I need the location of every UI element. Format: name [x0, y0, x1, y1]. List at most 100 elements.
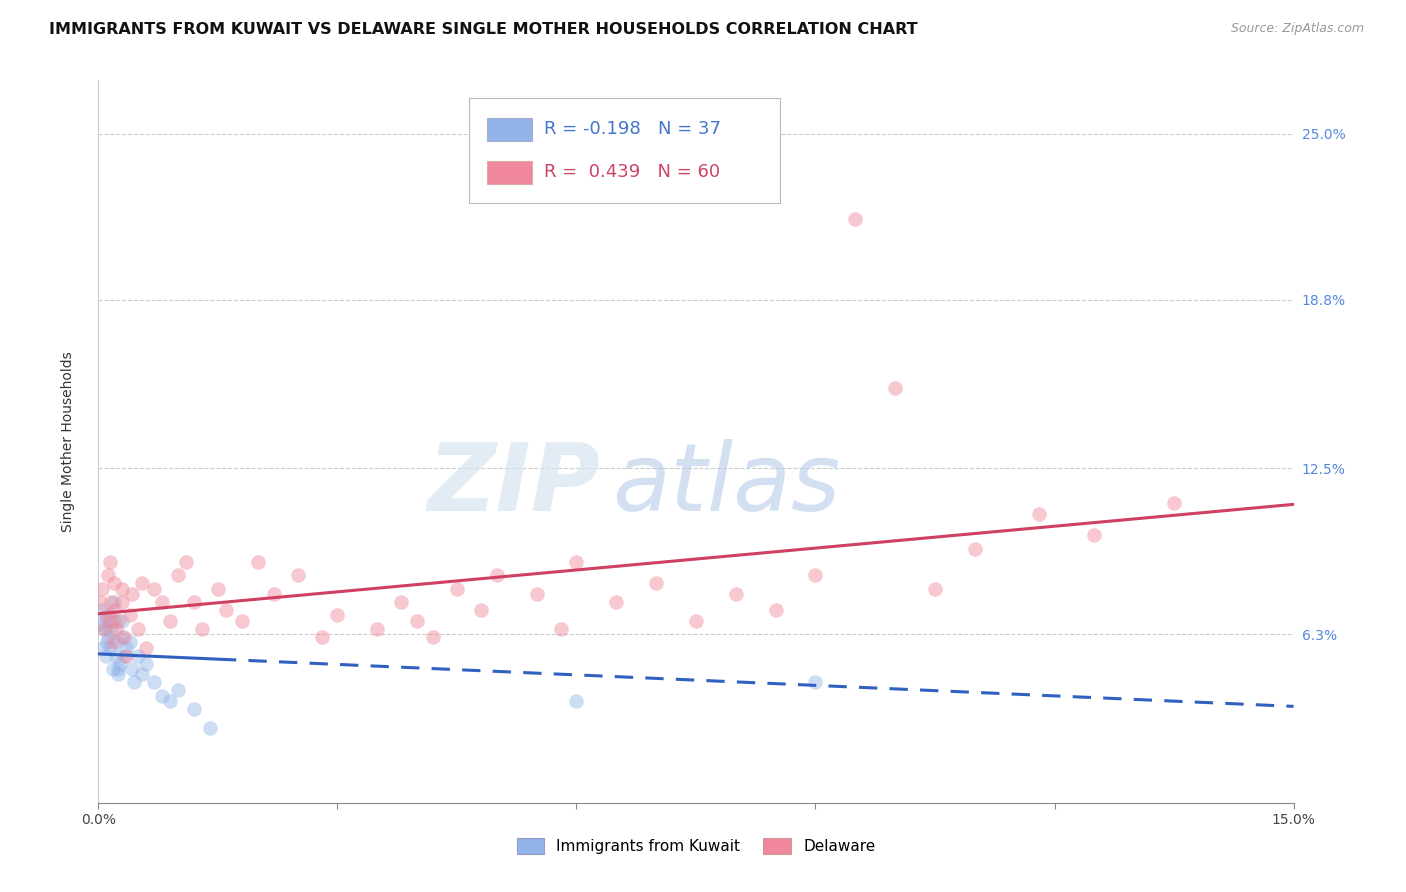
Point — [159, 694, 181, 708]
Point — [804, 568, 827, 582]
Point — [103, 576, 125, 591]
Point — [150, 595, 173, 609]
Point — [446, 582, 468, 596]
FancyBboxPatch shape — [486, 161, 531, 184]
Point — [103, 595, 125, 609]
Point — [100, 595, 122, 609]
Point — [98, 555, 122, 569]
Y-axis label: Single Mother Households: Single Mother Households — [60, 351, 75, 532]
Point — [97, 630, 120, 644]
Point — [183, 595, 205, 609]
Point — [93, 622, 115, 636]
Point — [143, 582, 166, 596]
Point — [107, 667, 129, 681]
Point — [159, 614, 181, 628]
Point — [131, 576, 153, 591]
Point — [89, 595, 111, 609]
Point — [150, 689, 173, 703]
Point — [198, 721, 221, 735]
Point — [167, 683, 190, 698]
Point — [89, 616, 111, 631]
Point — [1083, 528, 1105, 542]
Point — [143, 675, 166, 690]
Point — [105, 635, 128, 649]
Point — [422, 630, 444, 644]
Point — [111, 595, 134, 609]
Point — [884, 381, 907, 395]
Point — [94, 648, 117, 663]
Point — [963, 541, 986, 556]
Point — [96, 614, 118, 628]
Point — [215, 603, 238, 617]
Point — [96, 635, 118, 649]
Point — [645, 576, 668, 591]
Point — [174, 555, 197, 569]
Point — [135, 657, 157, 671]
Point — [207, 582, 229, 596]
FancyBboxPatch shape — [470, 98, 780, 203]
Point — [91, 640, 114, 655]
Point — [685, 614, 707, 628]
Point — [565, 555, 588, 569]
Point — [263, 587, 285, 601]
Point — [246, 555, 269, 569]
Point — [1028, 507, 1050, 521]
Point — [107, 614, 129, 628]
Point — [724, 587, 747, 601]
Point — [98, 614, 121, 628]
Text: atlas: atlas — [613, 440, 841, 531]
Point — [924, 582, 946, 596]
Point — [115, 648, 138, 663]
Point — [183, 702, 205, 716]
Point — [326, 608, 349, 623]
Point — [108, 657, 131, 671]
Text: R =  0.439   N = 60: R = 0.439 N = 60 — [544, 163, 720, 181]
Point — [115, 640, 138, 655]
Point — [121, 662, 143, 676]
Point — [565, 694, 588, 708]
Point — [389, 595, 412, 609]
Text: Source: ZipAtlas.com: Source: ZipAtlas.com — [1230, 22, 1364, 36]
Point — [101, 662, 124, 676]
Point — [103, 603, 125, 617]
Text: R = -0.198   N = 37: R = -0.198 N = 37 — [544, 120, 721, 138]
Point — [605, 595, 627, 609]
Point — [191, 622, 214, 636]
Point — [91, 603, 114, 617]
Point — [111, 614, 134, 628]
Point — [804, 675, 827, 690]
Point — [91, 582, 114, 596]
Point — [124, 675, 146, 690]
Point — [131, 667, 153, 681]
Point — [111, 582, 134, 596]
FancyBboxPatch shape — [486, 118, 531, 141]
Point — [101, 635, 124, 649]
Point — [366, 622, 388, 636]
Point — [112, 630, 135, 644]
Point — [526, 587, 548, 601]
Point — [94, 622, 117, 636]
Point — [231, 614, 253, 628]
Point — [96, 608, 118, 623]
Point — [550, 622, 572, 636]
Point — [98, 640, 122, 655]
Point — [100, 622, 122, 636]
Point — [485, 568, 508, 582]
Point — [844, 212, 866, 227]
Point — [120, 608, 142, 623]
Point — [127, 648, 149, 663]
Point — [104, 648, 127, 663]
Text: IMMIGRANTS FROM KUWAIT VS DELAWARE SINGLE MOTHER HOUSEHOLDS CORRELATION CHART: IMMIGRANTS FROM KUWAIT VS DELAWARE SINGL… — [49, 22, 918, 37]
Point — [311, 630, 333, 644]
Point — [1163, 496, 1185, 510]
Legend: Immigrants from Kuwait, Delaware: Immigrants from Kuwait, Delaware — [510, 832, 882, 860]
Point — [97, 608, 120, 623]
Point — [111, 630, 134, 644]
Point — [121, 587, 143, 601]
Point — [406, 614, 429, 628]
Point — [103, 614, 125, 628]
Point — [135, 640, 157, 655]
Point — [765, 603, 787, 617]
Point — [104, 622, 127, 636]
Point — [127, 622, 149, 636]
